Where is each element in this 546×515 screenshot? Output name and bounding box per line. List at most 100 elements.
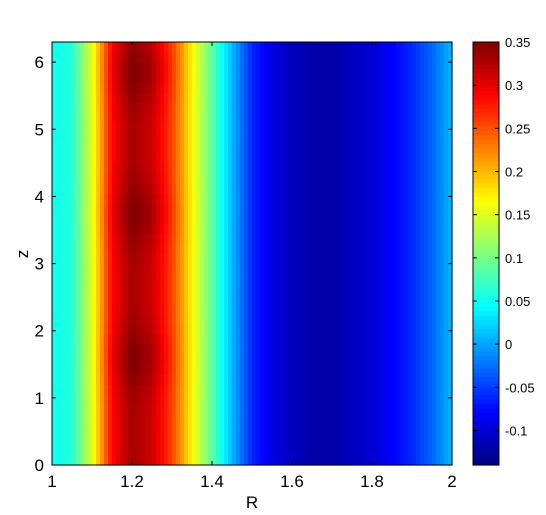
heatmap-cell xyxy=(196,203,201,214)
heatmap-cell xyxy=(76,213,81,224)
heatmap-cell xyxy=(320,183,325,194)
heatmap-cell xyxy=(180,414,185,426)
heatmap-cell xyxy=(228,384,233,396)
heatmap-cell xyxy=(240,203,245,214)
heatmap-cell xyxy=(264,92,269,104)
heatmap-cell xyxy=(332,233,337,245)
heatmap-cell xyxy=(248,92,253,104)
heatmap-cell xyxy=(412,253,417,265)
heatmap-cell xyxy=(404,42,409,53)
heatmap-cell xyxy=(140,434,145,446)
heatmap-cell xyxy=(360,152,365,164)
heatmap-cell xyxy=(268,283,273,295)
heatmap-cell xyxy=(100,152,105,164)
heatmap-cell xyxy=(88,152,93,164)
heatmap-cell xyxy=(52,233,57,245)
heatmap-cell xyxy=(52,172,57,184)
heatmap-cell xyxy=(280,253,285,265)
heatmap-cell xyxy=(268,203,273,214)
heatmap-cell xyxy=(348,112,353,124)
heatmap-cell xyxy=(288,122,293,134)
heatmap-cell xyxy=(268,414,273,426)
heatmap-cell xyxy=(76,444,81,456)
heatmap-cell xyxy=(332,132,337,144)
heatmap-cell xyxy=(392,364,397,375)
heatmap-cell xyxy=(172,42,177,53)
heatmap-cell xyxy=(204,82,209,93)
heatmap-cell xyxy=(444,193,449,204)
heatmap-cell xyxy=(148,424,153,436)
heatmap-cell xyxy=(416,162,421,174)
heatmap-cell xyxy=(280,454,285,466)
heatmap-cell xyxy=(308,334,313,345)
heatmap-cell xyxy=(68,384,73,396)
heatmap-cell xyxy=(248,142,253,154)
heatmap-cell xyxy=(308,172,313,184)
heatmap-cell xyxy=(68,354,73,365)
heatmap-cell xyxy=(420,434,425,446)
heatmap-cell xyxy=(424,283,429,295)
heatmap-cell xyxy=(140,334,145,345)
heatmap-cell xyxy=(408,454,413,466)
heatmap-cell xyxy=(68,122,73,134)
heatmap-cell xyxy=(160,374,165,386)
heatmap-cell xyxy=(60,162,65,174)
heatmap-cell xyxy=(328,324,333,335)
heatmap-cell xyxy=(408,434,413,446)
heatmap-cell xyxy=(352,324,357,335)
heatmap-cell xyxy=(152,344,157,355)
heatmap-cell xyxy=(80,444,85,456)
heatmap-cell xyxy=(404,344,409,355)
heatmap-cell xyxy=(396,303,401,315)
heatmap-cell xyxy=(244,172,249,184)
heatmap-cell xyxy=(360,132,365,144)
heatmap-cell xyxy=(336,384,341,396)
heatmap-cell xyxy=(312,444,317,456)
heatmap-cell xyxy=(384,313,389,325)
heatmap-cell xyxy=(448,354,453,365)
colorbar-segment xyxy=(473,209,499,215)
heatmap-cell xyxy=(132,283,137,295)
heatmap-cell xyxy=(144,102,149,114)
heatmap-cell xyxy=(448,344,453,355)
colorbar-segment xyxy=(473,143,499,149)
heatmap-cell xyxy=(396,102,401,114)
heatmap-cell xyxy=(120,303,125,315)
heatmap-cell xyxy=(204,354,209,365)
heatmap-cell xyxy=(324,424,329,436)
heatmap-cell xyxy=(92,344,97,355)
heatmap-cell xyxy=(400,324,405,335)
heatmap-cell xyxy=(232,193,237,204)
heatmap-cell xyxy=(332,42,337,53)
heatmap-cell xyxy=(304,42,309,53)
heatmap-cell xyxy=(292,162,297,174)
heatmap-cell xyxy=(136,193,141,204)
heatmap-cell xyxy=(284,193,289,204)
heatmap-cell xyxy=(440,293,445,305)
heatmap-cell xyxy=(188,172,193,184)
heatmap-cell xyxy=(104,444,109,456)
heatmap-cell xyxy=(148,162,153,174)
heatmap-cell xyxy=(124,122,129,134)
heatmap-cell xyxy=(220,183,225,194)
heatmap-cell xyxy=(200,394,205,406)
heatmap-cell xyxy=(80,82,85,93)
heatmap-cell xyxy=(428,434,433,446)
heatmap-cell xyxy=(404,183,409,194)
heatmap-cell xyxy=(52,344,57,355)
heatmap-cell xyxy=(168,142,173,154)
heatmap-cell xyxy=(220,364,225,375)
heatmap-cell xyxy=(68,213,73,224)
heatmap-cell xyxy=(304,183,309,194)
colorbar-segment xyxy=(473,46,499,52)
heatmap-cell xyxy=(196,324,201,335)
heatmap-cell xyxy=(140,374,145,386)
heatmap-cell xyxy=(168,414,173,426)
heatmap-cell xyxy=(208,142,213,154)
heatmap-cell xyxy=(428,132,433,144)
heatmap-cell xyxy=(168,112,173,124)
heatmap-cell xyxy=(116,122,121,134)
heatmap-cell xyxy=(284,243,289,255)
heatmap-cell xyxy=(432,52,437,63)
heatmap-cell xyxy=(196,52,201,63)
